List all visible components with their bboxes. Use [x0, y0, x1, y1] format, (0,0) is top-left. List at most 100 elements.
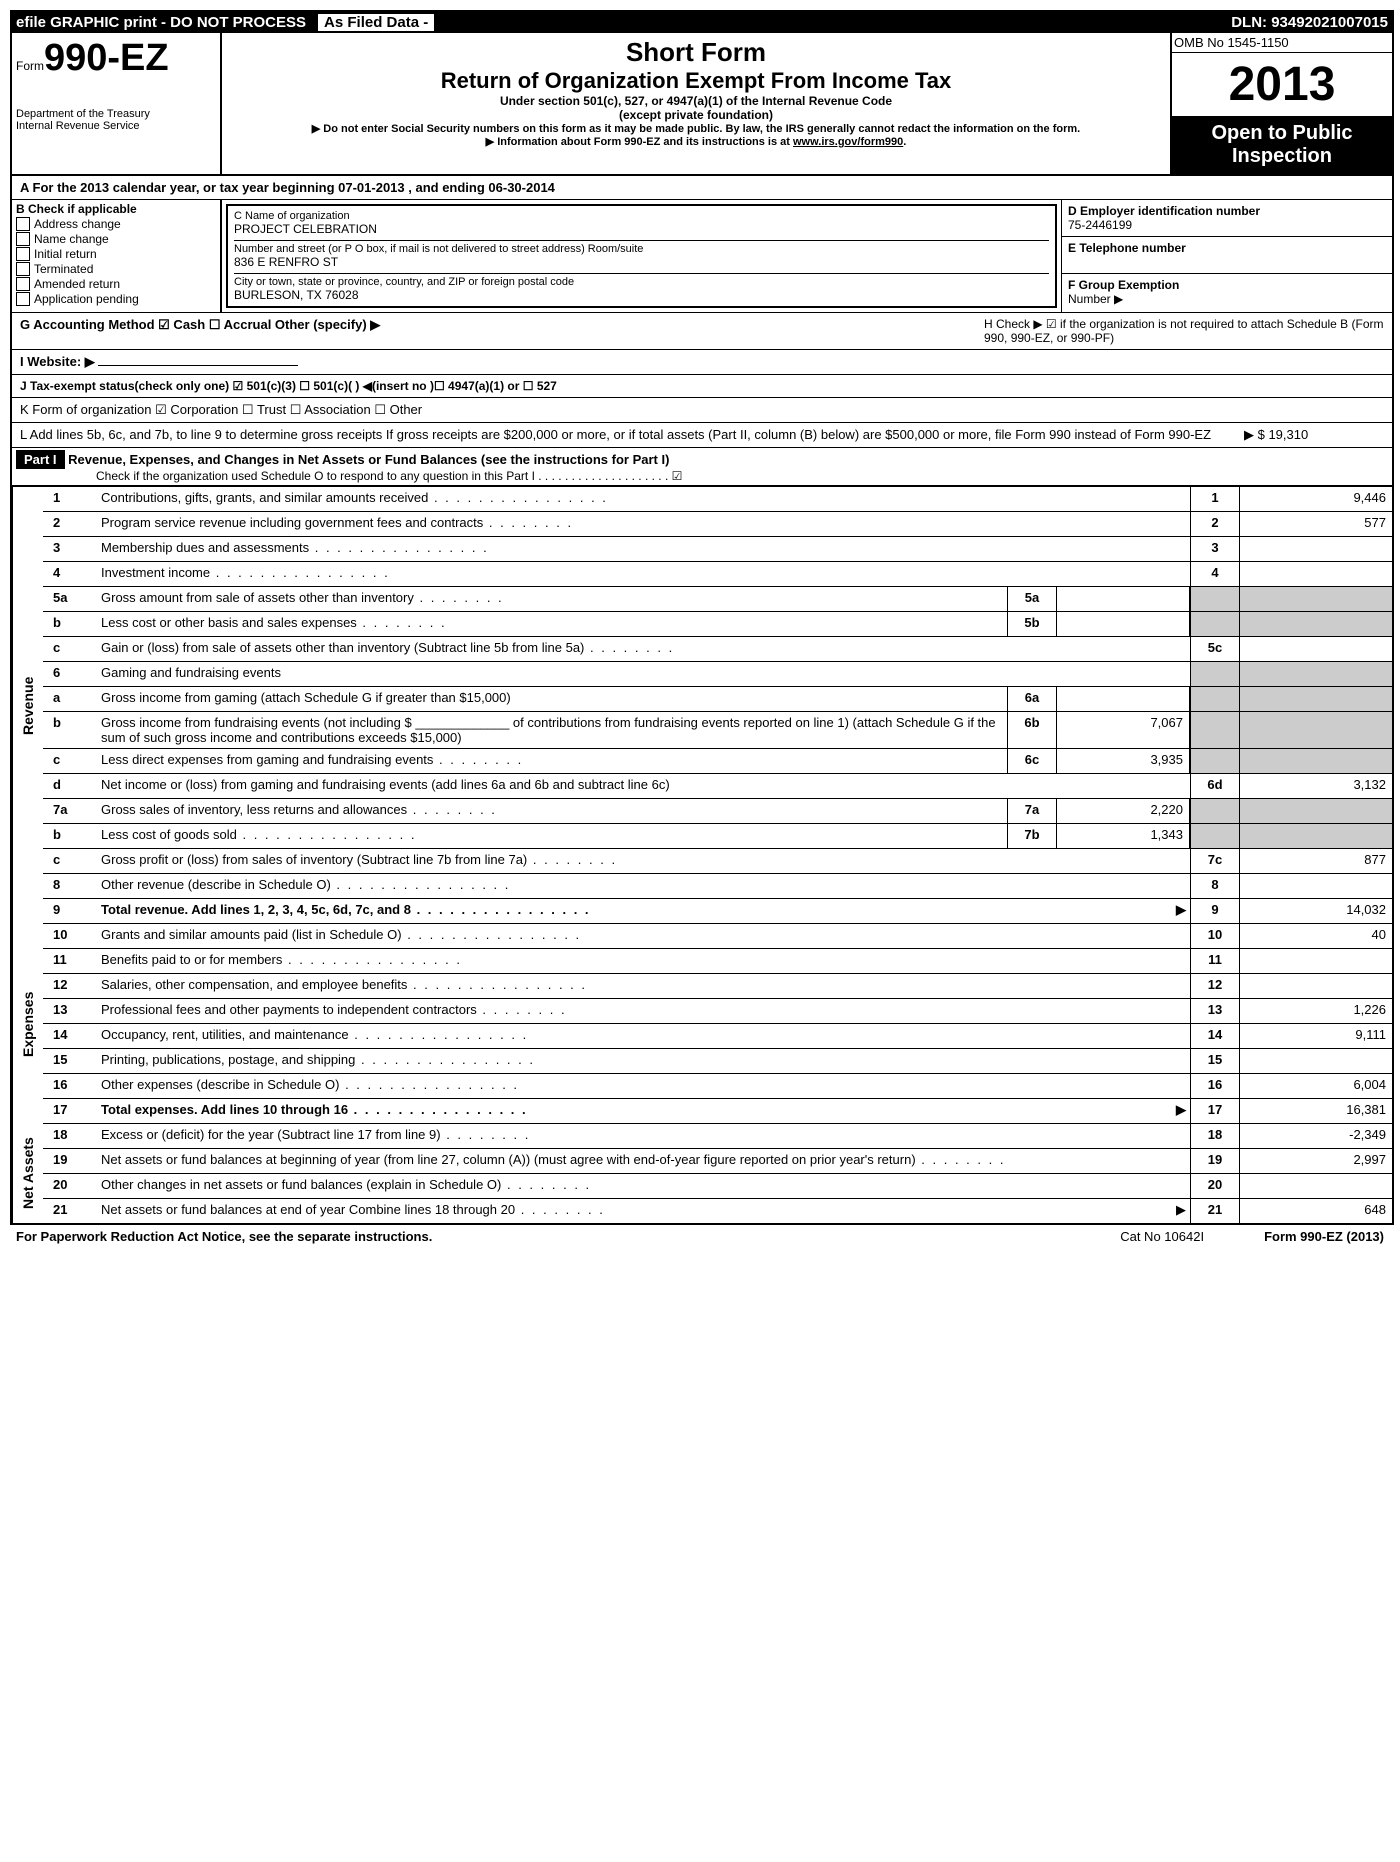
l5c-desc: Gain or (loss) from sale of assets other…: [97, 637, 1190, 661]
l15-desc: Printing, publications, postage, and shi…: [97, 1049, 1190, 1073]
l5c-fn: 5c: [1190, 637, 1240, 661]
l4-num: 4: [43, 562, 97, 586]
l17-fn: 17: [1190, 1099, 1240, 1123]
short-form-title: Short Form: [242, 37, 1150, 68]
l6a-fv: [1240, 687, 1392, 711]
l6b-fv: [1240, 712, 1392, 748]
l1-fv: 9,446: [1240, 487, 1392, 511]
l5c-num: c: [43, 637, 97, 661]
efile-label: efile GRAPHIC print - DO NOT PROCESS: [16, 14, 314, 31]
l8-num: 8: [43, 874, 97, 898]
l15-fn: 15: [1190, 1049, 1240, 1073]
l6-fv: [1240, 662, 1392, 686]
line-k: K Form of organization ☑ Corporation ☐ T…: [12, 398, 1392, 423]
l5a-num: 5a: [43, 587, 97, 611]
l20-fn: 20: [1190, 1174, 1240, 1198]
line-j: J Tax-exempt status(check only one) ☑ 50…: [12, 375, 1392, 398]
cb-amended[interactable]: Amended return: [16, 277, 216, 291]
section-def: D Employer identification number 75-2446…: [1061, 200, 1392, 312]
section-b: B Check if applicable Address change Nam…: [12, 200, 222, 312]
l5c-fv: [1240, 637, 1392, 661]
l5b-desc: Less cost or other basis and sales expen…: [97, 612, 1007, 636]
l11-fv: [1240, 949, 1392, 973]
group-exempt-label: F Group Exemption: [1068, 278, 1386, 292]
l5b-fn: [1190, 612, 1240, 636]
open-public: Open to Public Inspection: [1172, 116, 1392, 174]
l6a-fn: [1190, 687, 1240, 711]
l6b-num: b: [43, 712, 97, 748]
netassets-side-label: Net Assets: [12, 1124, 43, 1223]
l6c-num: c: [43, 749, 97, 773]
city-label: City or town, state or province, country…: [234, 273, 1049, 288]
cb-initial-return[interactable]: Initial return: [16, 247, 216, 261]
l14-fn: 14: [1190, 1024, 1240, 1048]
l13-num: 13: [43, 999, 97, 1023]
l7c-fv: 877: [1240, 849, 1392, 873]
part1-label: Part I: [16, 450, 65, 469]
l10-desc: Grants and similar amounts paid (list in…: [97, 924, 1190, 948]
l16-num: 16: [43, 1074, 97, 1098]
l5a-sv: [1057, 587, 1190, 611]
l10-num: 10: [43, 924, 97, 948]
l5b-fv: [1240, 612, 1392, 636]
l7b-sn: 7b: [1007, 824, 1057, 848]
cb-terminated[interactable]: Terminated: [16, 262, 216, 276]
l10-fv: 40: [1240, 924, 1392, 948]
l7b-desc: Less cost of goods sold: [97, 824, 1007, 848]
l20-desc: Other changes in net assets or fund bala…: [97, 1174, 1190, 1198]
l6d-num: d: [43, 774, 97, 798]
l16-fv: 6,004: [1240, 1074, 1392, 1098]
l2-desc: Program service revenue including govern…: [97, 512, 1190, 536]
city-value: BURLESON, TX 76028: [234, 288, 1049, 302]
l13-desc: Professional fees and other payments to …: [97, 999, 1190, 1023]
org-name-label: C Name of organization: [234, 210, 1049, 222]
l6c-fv: [1240, 749, 1392, 773]
l5a-fv: [1240, 587, 1392, 611]
l6-num: 6: [43, 662, 97, 686]
l21-num: 21: [43, 1199, 97, 1223]
l21-fv: 648: [1240, 1199, 1392, 1223]
form-number: 990-EZ: [44, 37, 169, 79]
l19-fv: 2,997: [1240, 1149, 1392, 1173]
l6d-desc: Net income or (loss) from gaming and fun…: [97, 774, 1190, 798]
l17-num: 17: [43, 1099, 97, 1123]
info-note: ▶ Information about Form 990-EZ and its …: [242, 135, 1150, 148]
cb-pending[interactable]: Application pending: [16, 292, 216, 306]
irs-link[interactable]: www.irs.gov/form990: [793, 136, 903, 148]
l6a-desc: Gross income from gaming (attach Schedul…: [97, 687, 1007, 711]
line-l: L Add lines 5b, 6c, and 7b, to line 9 to…: [12, 423, 1392, 448]
cb-name-change[interactable]: Name change: [16, 232, 216, 246]
l20-fv: [1240, 1174, 1392, 1198]
l13-fv: 1,226: [1240, 999, 1392, 1023]
header-left: Form990-EZ Department of the Treasury In…: [12, 33, 222, 174]
l14-fv: 9,111: [1240, 1024, 1392, 1048]
revenue-side-label: Revenue: [12, 487, 43, 924]
l7b-sv: 1,343: [1057, 824, 1190, 848]
cb-address-change[interactable]: Address change: [16, 217, 216, 231]
l6b-sn: 6b: [1007, 712, 1057, 748]
l7c-num: c: [43, 849, 97, 873]
l2-fv: 577: [1240, 512, 1392, 536]
part1-check: Check if the organization used Schedule …: [16, 469, 1388, 483]
header-right: OMB No 1545-1150 2013 Open to Public Ins…: [1170, 33, 1392, 174]
l6c-fn: [1190, 749, 1240, 773]
ein-label: D Employer identification number: [1068, 204, 1386, 218]
l11-num: 11: [43, 949, 97, 973]
l2-num: 2: [43, 512, 97, 536]
l6b-desc: Gross income from fundraising events (no…: [97, 712, 1007, 748]
tax-year: 2013: [1172, 53, 1392, 116]
l7c-fn: 7c: [1190, 849, 1240, 873]
l21-desc: Net assets or fund balances at end of ye…: [97, 1199, 1190, 1223]
l9-desc: Total revenue. Add lines 1, 2, 3, 4, 5c,…: [97, 899, 1190, 923]
l17-fv: 16,381: [1240, 1099, 1392, 1123]
l5b-num: b: [43, 612, 97, 636]
l7a-sv: 2,220: [1057, 799, 1190, 823]
except-note: (except private foundation): [242, 108, 1150, 122]
l7a-num: 7a: [43, 799, 97, 823]
l8-fn: 8: [1190, 874, 1240, 898]
part1-header: Part I Revenue, Expenses, and Changes in…: [12, 448, 1392, 486]
l11-desc: Benefits paid to or for members: [97, 949, 1190, 973]
l9-fn: 9: [1190, 899, 1240, 923]
l12-desc: Salaries, other compensation, and employ…: [97, 974, 1190, 998]
top-bar: efile GRAPHIC print - DO NOT PROCESS As …: [12, 12, 1392, 33]
